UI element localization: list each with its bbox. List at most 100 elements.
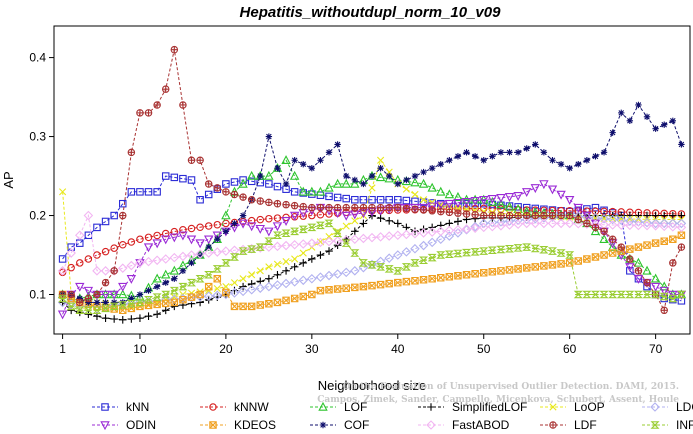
data-point-knn <box>222 180 230 188</box>
data-point-cof <box>643 113 651 121</box>
data-point-fastabod <box>75 230 85 241</box>
data-point-odin <box>547 185 558 195</box>
data-point-ldf <box>522 211 531 220</box>
data-point-lof <box>590 226 601 236</box>
data-point-inflo <box>178 282 188 291</box>
legend-marker-cof <box>319 421 327 429</box>
x-axis-label: Neighborhood size <box>318 378 426 393</box>
data-point-cof <box>549 157 556 164</box>
data-point-inflo <box>393 267 403 275</box>
data-point-kdeos <box>290 294 299 303</box>
data-point-fastabod <box>521 218 532 229</box>
data-point-kdeos <box>213 274 222 283</box>
data-point-kdeos <box>651 239 660 247</box>
data-point-lof <box>332 178 343 188</box>
data-point-fastabod <box>470 223 480 233</box>
x-tick-label: 70 <box>649 342 663 356</box>
data-point-cof <box>394 180 401 188</box>
data-point-knnw <box>144 233 153 242</box>
data-point-lof <box>633 257 644 267</box>
data-point-inflo <box>307 223 317 232</box>
data-point-cof <box>497 149 505 156</box>
data-point-fastabod <box>341 235 351 245</box>
data-point-cof <box>179 267 187 275</box>
data-point-simplifiedlof <box>101 314 110 323</box>
data-point-fastabod <box>418 228 429 238</box>
data-point-cof <box>437 161 444 168</box>
data-point-inflo <box>195 274 205 283</box>
data-point-knn <box>58 255 67 263</box>
data-point-cof <box>618 109 625 117</box>
data-point-fastabod <box>556 218 566 229</box>
x-tick-label: 1 <box>59 342 66 356</box>
data-point-knnw <box>127 238 136 246</box>
data-point-knnw <box>179 226 187 234</box>
data-point-ldf <box>548 211 557 220</box>
data-point-inflo <box>255 243 265 251</box>
data-point-fastabod <box>650 221 661 231</box>
data-point-ldf <box>256 197 265 205</box>
data-point-cof <box>609 129 616 136</box>
data-point-ldf <box>239 193 247 201</box>
data-point-ldof <box>264 281 274 292</box>
plot-area <box>57 46 687 324</box>
data-point-ldf <box>479 211 488 220</box>
y-axis-label: AP <box>1 171 16 188</box>
data-point-ldf <box>402 204 411 213</box>
legend-marker-fastabod <box>426 420 436 430</box>
data-point-kdeos <box>333 285 342 293</box>
data-point-knn <box>119 199 127 208</box>
data-point-kdeos <box>583 255 591 263</box>
data-point-fastabod <box>289 239 300 250</box>
data-point-simplifiedlof <box>144 312 153 321</box>
legend-marker-loop <box>549 403 557 411</box>
legend-marker-knnw <box>209 403 217 411</box>
data-point-ldf <box>153 101 161 109</box>
data-point-cof <box>171 275 178 282</box>
data-point-cof <box>480 157 487 164</box>
y-tick-label: 0.3 <box>29 130 46 144</box>
data-point-ldf <box>187 156 196 164</box>
data-point-kdeos <box>548 261 557 269</box>
data-point-knnw <box>119 241 127 249</box>
data-point-simplifiedlof <box>351 227 359 236</box>
data-point-fastabod <box>264 242 274 252</box>
data-point-ldf <box>634 267 643 275</box>
data-point-fastabod <box>616 220 627 230</box>
legend-label: LDF <box>574 418 597 432</box>
data-point-lof <box>453 191 463 201</box>
data-point-odin <box>564 195 575 205</box>
data-point-kdeos <box>677 231 686 240</box>
series-inflo <box>58 219 686 315</box>
legend-label: LOF <box>344 400 367 414</box>
data-point-kdeos <box>394 278 402 287</box>
data-point-cof <box>489 153 496 160</box>
data-point-ldof <box>616 215 627 226</box>
data-point-ldf <box>462 210 471 218</box>
data-point-loop <box>213 285 221 293</box>
data-point-inflo <box>590 290 600 299</box>
data-point-knn <box>290 188 299 196</box>
data-point-fastabod <box>625 220 635 231</box>
series-knn <box>58 172 686 305</box>
series-line-fastabod <box>62 213 682 272</box>
data-point-kdeos <box>308 290 316 299</box>
data-point-loop <box>617 215 625 223</box>
data-point-kdeos <box>514 265 522 273</box>
data-point-inflo <box>556 249 566 257</box>
data-point-ldf <box>385 203 393 212</box>
legend-marker-odin <box>100 421 110 431</box>
data-point-loop <box>248 271 256 279</box>
series-line-odin <box>62 183 682 315</box>
data-point-lof <box>650 273 661 283</box>
data-point-simplifiedlof <box>316 251 325 259</box>
data-point-knnw <box>204 222 213 230</box>
data-point-inflo <box>204 271 214 279</box>
data-point-lof <box>444 189 455 199</box>
data-point-knn <box>230 178 239 186</box>
data-point-odin <box>453 198 463 208</box>
data-point-loop <box>402 185 410 193</box>
data-point-fastabod <box>375 232 386 242</box>
data-point-cof <box>463 149 470 156</box>
data-point-kdeos <box>591 253 600 261</box>
